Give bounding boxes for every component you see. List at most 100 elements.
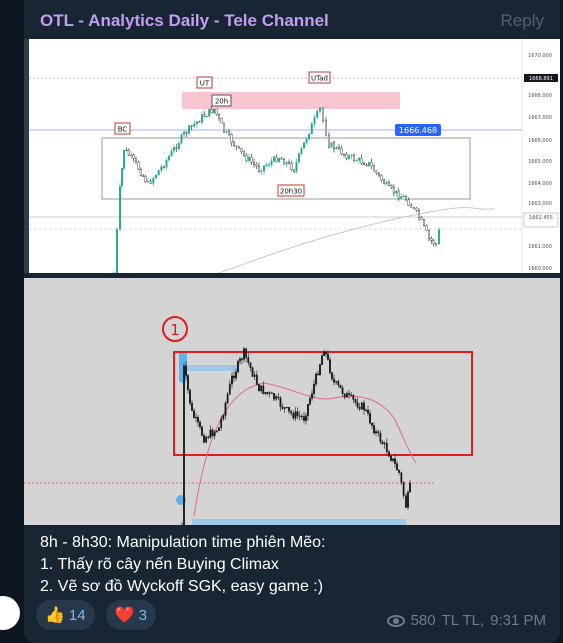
channel-title[interactable]: OTL - Analytics Daily - Tele Channel <box>40 11 329 30</box>
candle-body <box>300 415 303 418</box>
candle-body <box>137 161 140 170</box>
candle-body <box>268 392 271 394</box>
reactions-bar: 👍 14 ❤️ 3 <box>36 600 162 632</box>
candle-body <box>283 158 286 165</box>
candle-body <box>220 117 223 124</box>
candle-body <box>290 162 293 171</box>
candle-body <box>321 355 323 365</box>
candle-body <box>285 406 288 409</box>
candle-body <box>237 361 239 373</box>
candle-body <box>383 442 386 445</box>
candle-body <box>255 374 258 385</box>
candle-body <box>317 373 319 376</box>
candle-body <box>198 121 201 123</box>
candle-body <box>303 416 305 421</box>
candle-body <box>149 180 152 184</box>
candle-body <box>369 413 371 424</box>
candle-body <box>172 147 175 152</box>
candle-body <box>260 170 263 172</box>
candle-body <box>249 362 252 368</box>
candle-body <box>352 394 355 400</box>
chart-image-bottom[interactable]: 1 <box>24 278 560 525</box>
candle-body <box>423 219 426 226</box>
svg-text:1664.000: 1664.000 <box>528 181 552 187</box>
reply-button[interactable]: Reply <box>500 11 544 30</box>
candle-body <box>333 142 336 150</box>
candle-body <box>319 107 322 112</box>
svg-text:1661.000: 1661.000 <box>528 244 552 250</box>
candle-body <box>237 146 240 149</box>
svg-text:1670.000: 1670.000 <box>528 53 552 59</box>
candle-body <box>310 123 313 135</box>
candle-body <box>322 107 325 121</box>
candle-body <box>308 133 311 140</box>
candle-body <box>335 147 338 150</box>
reaction-heart[interactable]: ❤️ 3 <box>105 600 156 630</box>
candle-body <box>371 422 373 426</box>
candle-body <box>152 177 155 184</box>
candle-body <box>228 383 231 395</box>
channel-avatar[interactable] <box>0 596 20 630</box>
candle-body <box>279 397 282 407</box>
candle-body <box>300 148 303 154</box>
candle-body <box>330 142 333 148</box>
candlestick-chart-bottom: 1 <box>24 278 560 525</box>
candle-body <box>222 415 225 420</box>
candle-body <box>218 427 220 432</box>
candle-body <box>205 436 208 443</box>
candle-body <box>313 117 316 124</box>
candle-body <box>383 179 386 185</box>
svg-text:1663.000: 1663.000 <box>528 201 552 207</box>
svg-text:1662.455: 1662.455 <box>529 215 553 221</box>
candle-body <box>231 375 233 385</box>
candle-body <box>409 482 411 493</box>
candle-body <box>373 425 375 434</box>
candle-body <box>190 125 193 127</box>
candle-body <box>264 392 267 395</box>
candle-body <box>432 240 435 244</box>
candle-body <box>365 409 367 412</box>
candle-body <box>307 403 309 416</box>
candle-body <box>201 426 203 436</box>
candle-body <box>370 162 373 167</box>
candle-body <box>125 149 128 152</box>
candle-body <box>262 165 265 172</box>
candle-body <box>381 441 384 445</box>
thumbs-up-icon: 👍 <box>45 607 65 624</box>
candle-body <box>288 406 290 412</box>
svg-text:1: 1 <box>170 321 180 339</box>
candle-body <box>235 371 237 379</box>
candle-body <box>337 381 340 386</box>
candle-body <box>189 389 191 404</box>
candle-body <box>241 358 243 360</box>
svg-text:20h30: 20h30 <box>280 188 302 196</box>
candle-body <box>335 381 338 383</box>
candle-body <box>162 166 165 168</box>
candle-body <box>339 384 342 389</box>
candle-body <box>232 142 235 147</box>
candle-body <box>127 149 130 156</box>
svg-text:1668.000: 1668.000 <box>528 93 552 99</box>
chart-image-top[interactable]: BC UT UTad 20h 20h30 1666.468 <box>24 39 560 273</box>
candle-body <box>217 114 220 119</box>
candle-body <box>428 230 431 239</box>
svg-text:1668.891: 1668.891 <box>529 76 553 82</box>
candle-body <box>356 402 359 408</box>
reaction-thumbs-up[interactable]: 👍 14 <box>36 600 95 630</box>
candle-body <box>296 411 299 417</box>
candle-body <box>380 174 383 181</box>
candle-body <box>311 393 313 399</box>
candle-body <box>316 111 319 118</box>
timestamp: 9:31 PM <box>490 612 546 629</box>
candle-body <box>323 351 325 356</box>
candle-body <box>245 154 248 161</box>
candle-body <box>438 229 441 244</box>
candle-body <box>146 180 149 183</box>
candle-body <box>280 158 283 160</box>
candle-body <box>325 351 327 355</box>
candle-body <box>273 393 275 400</box>
candle-body <box>400 196 403 199</box>
caption-line-2: 1. Thấy rõ cây nến Buying Climax <box>40 556 279 573</box>
candle-body <box>354 399 357 403</box>
candle-body <box>343 393 346 398</box>
